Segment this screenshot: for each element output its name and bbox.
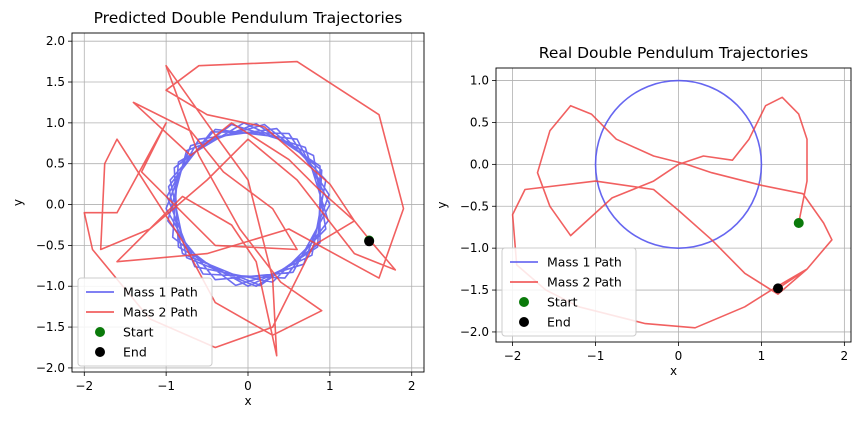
- x-axis-label: x: [670, 364, 677, 378]
- legend-end-label: End: [123, 345, 147, 360]
- x-tick-label: 1: [758, 349, 766, 363]
- y-tick-label: 0.5: [470, 115, 489, 129]
- legend-mass-2-label: Mass 2 Path: [123, 305, 198, 320]
- x-tick-label: 1: [326, 379, 334, 393]
- legend-start-swatch: [519, 297, 529, 307]
- x-tick-label: 2: [841, 349, 849, 363]
- y-tick-label: 0.0: [46, 198, 65, 212]
- legend: Mass 1 Path Mass 2 Path Start End: [77, 277, 213, 367]
- y-tick-label: 1.0: [46, 116, 65, 130]
- y-tick-label: −1.0: [36, 279, 65, 293]
- y-tick-label: 1.5: [46, 75, 65, 89]
- mass-2-path-line: [83, 60, 405, 357]
- plot-area: [83, 60, 405, 357]
- y-tick-label: −2.0: [36, 361, 65, 375]
- legend-mass-2-label: Mass 2 Path: [547, 275, 622, 290]
- y-tick-label: 0.5: [46, 157, 65, 171]
- legend-box: [77, 277, 213, 367]
- x-tick-label: −2: [504, 349, 522, 363]
- plot-area: [511, 79, 833, 329]
- legend-end-swatch: [95, 347, 105, 357]
- y-axis-label: y: [435, 201, 449, 208]
- x-axis-label: x: [244, 394, 251, 408]
- axes-frame: [495, 67, 852, 343]
- x-tick-label: 2: [408, 379, 416, 393]
- chart-title: Real Double Pendulum Trajectories: [539, 44, 808, 62]
- y-tick-label: −1.0: [460, 241, 489, 255]
- end-marker: [773, 283, 784, 294]
- legend-mass-1-label: Mass 1 Path: [123, 285, 198, 300]
- end-marker: [364, 236, 375, 247]
- x-tick-label: 0: [675, 349, 683, 363]
- legend-end-label: End: [547, 315, 571, 330]
- y-tick-label: −0.5: [36, 238, 65, 252]
- legend-end-swatch: [519, 317, 529, 327]
- start-marker: [793, 218, 804, 229]
- legend-mass-1-label: Mass 1 Path: [547, 255, 622, 270]
- real-trajectories-plot: −2 −1 0 1 2 −2.0 −1.5 −1.0 −0.5 0.0 0.5 1.0 x y Real D…: [435, 44, 852, 378]
- legend-start-label: Start: [123, 325, 154, 340]
- y-tick-label: −1.5: [460, 283, 489, 297]
- chart-title: Predicted Double Pendulum Trajectories: [94, 9, 403, 27]
- y-axis-label: y: [11, 199, 25, 206]
- y-tick-label: −1.5: [36, 320, 65, 334]
- predicted-trajectories-plot: −2 −1 0 1 2 −2.0 −1.5 −1.0 −0.5 0.0 0.5 1.0 1.5 2.0 x y…: [11, 9, 425, 408]
- mass-1-path-line: [594, 79, 763, 249]
- x-tick-label: −1: [157, 379, 175, 393]
- y-tick-label: −2.0: [460, 325, 489, 339]
- x-tick-label: 0: [244, 379, 252, 393]
- x-tick-label: −2: [75, 379, 93, 393]
- mass-2-path-line: [511, 96, 833, 329]
- y-tick-label: 0.0: [470, 157, 489, 171]
- legend-start-swatch: [95, 327, 105, 337]
- legend: Mass 1 Path Mass 2 Path Start End: [501, 247, 637, 337]
- y-tick-label: 1.0: [470, 74, 489, 88]
- legend-start-label: Start: [547, 295, 578, 310]
- y-tick-label: 2.0: [46, 34, 65, 48]
- legend-box: [501, 247, 637, 337]
- x-tick-label: −1: [587, 349, 605, 363]
- y-tick-label: −0.5: [460, 199, 489, 213]
